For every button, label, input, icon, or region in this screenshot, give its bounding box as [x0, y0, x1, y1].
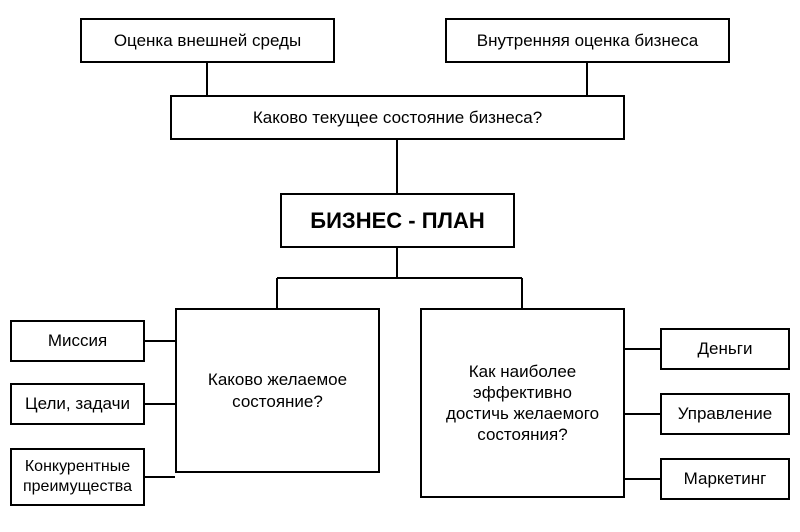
- node-advantages: Конкурентные преимущества: [10, 448, 145, 506]
- node-label: Каково текущее состояние бизнеса?: [253, 107, 542, 128]
- node-label: Оценка внешней среды: [114, 30, 301, 51]
- node-management: Управление: [660, 393, 790, 435]
- node-mission: Миссия: [10, 320, 145, 362]
- flowchart-canvas: Оценка внешней среды Внутренняя оценка б…: [0, 0, 800, 532]
- node-label: Управление: [678, 403, 773, 424]
- node-money: Деньги: [660, 328, 790, 370]
- node-label: Цели, задачи: [25, 393, 130, 414]
- node-label: Миссия: [48, 330, 107, 351]
- node-business-plan: БИЗНЕС - ПЛАН: [280, 193, 515, 248]
- node-label: Деньги: [698, 338, 753, 359]
- node-marketing: Маркетинг: [660, 458, 790, 500]
- node-internal-assessment: Внутренняя оценка бизнеса: [445, 18, 730, 63]
- node-label: Внутренняя оценка бизнеса: [477, 30, 699, 51]
- node-label: Конкурентные преимущества: [23, 457, 132, 497]
- node-current-state: Каково текущее состояние бизнеса?: [170, 95, 625, 140]
- node-desired-state: Каково желаемое состояние?: [175, 308, 380, 473]
- node-label: Каково желаемое состояние?: [208, 369, 347, 412]
- node-label: БИЗНЕС - ПЛАН: [310, 207, 484, 235]
- node-external-assessment: Оценка внешней среды: [80, 18, 335, 63]
- node-how-to-achieve: Как наиболее эффективно достичь желаемог…: [420, 308, 625, 498]
- node-label: Как наиболее эффективно достичь желаемог…: [446, 361, 599, 446]
- node-goals: Цели, задачи: [10, 383, 145, 425]
- node-label: Маркетинг: [684, 468, 767, 489]
